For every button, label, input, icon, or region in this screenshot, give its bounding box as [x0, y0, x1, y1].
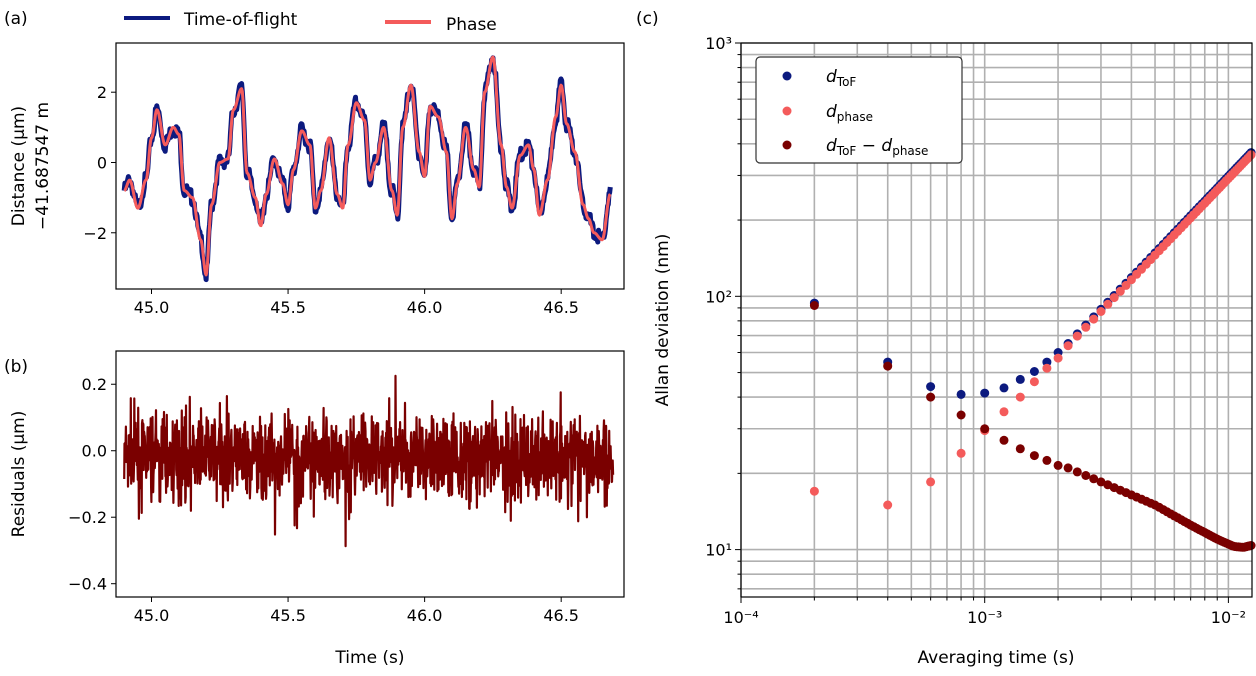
- b-ytick-label: 0.2: [82, 375, 107, 394]
- c-xtick-label: 10⁻⁴: [723, 608, 758, 627]
- a-xtick-label: 45.5: [270, 298, 306, 317]
- c-point-phase: [1246, 150, 1256, 160]
- c-legend-diff-sub2: phase: [892, 144, 928, 158]
- c-point-tof: [956, 389, 966, 399]
- c-legend: dToF dphase dToF − dphase: [755, 56, 963, 164]
- c-xtick-label: 10⁻²: [1211, 608, 1246, 627]
- c-legend-diff-main1: d: [826, 136, 837, 156]
- c-ytick-label: 10²: [705, 287, 732, 306]
- b-xtick-label: 45.5: [270, 606, 306, 625]
- c-point-diff: [999, 435, 1009, 445]
- c-point-phase: [956, 448, 966, 458]
- c-point-phase: [883, 500, 893, 510]
- c-point-phase: [999, 407, 1009, 417]
- panel-a-frame: [115, 42, 625, 290]
- c-legend-tof-main: d: [826, 67, 837, 87]
- a-ylabel-1: Distance (μm): [9, 106, 29, 226]
- b-ytick-label: 0.0: [82, 442, 107, 461]
- panel-b-frame: [115, 350, 625, 598]
- c-point-phase: [1096, 307, 1106, 316]
- c-point-diff: [1029, 451, 1039, 461]
- c-point-tof: [1029, 367, 1039, 376]
- c-ylabel: Allan deviation (nm): [653, 234, 673, 407]
- c-legend-diff-main2: d: [881, 136, 892, 156]
- c-legend-diff-op: −: [856, 136, 881, 156]
- b-xtick-label: 45.0: [134, 606, 170, 625]
- a-xtick-label: 45.0: [134, 298, 170, 317]
- a-xtick-label: 46.0: [407, 298, 443, 317]
- c-point-phase: [1089, 314, 1099, 324]
- a-ytick-label: −2: [83, 224, 107, 243]
- legend-phase-label: Phase: [446, 15, 497, 35]
- c-point-phase: [1103, 299, 1113, 309]
- c-point-tof: [1015, 374, 1025, 384]
- legend-tof-label: Time-of-flight: [183, 10, 298, 30]
- c-legend-box: [755, 56, 963, 164]
- c-legend-phase-sub: phase: [837, 110, 873, 124]
- c-ytick-label: 10¹: [705, 541, 732, 560]
- b-series-residuals: [123, 374, 615, 548]
- b-ytick-label: −0.2: [68, 508, 107, 527]
- panel-c: 10⁻⁴ 10⁻³ 10⁻² 10¹ 10² 10³ Allan deviation (n…: [653, 34, 1256, 668]
- a-ytick-label: 0: [97, 153, 107, 172]
- c-point-phase: [1015, 392, 1025, 402]
- c-point-diff: [1015, 444, 1025, 454]
- panel-label-a: (a): [4, 9, 28, 29]
- b-xtick-label: 46.5: [543, 606, 579, 625]
- c-xlabel: Averaging time (s): [918, 648, 1075, 668]
- c-point-diff: [1081, 471, 1091, 480]
- panel-label-b: (b): [4, 357, 28, 377]
- panel-label-c: (c): [636, 9, 659, 29]
- a-xtick-label: 46.5: [543, 298, 579, 317]
- b-ylabel: Residuals (μm): [9, 411, 29, 538]
- c-point-diff: [956, 410, 966, 420]
- c-ytick-label: 10³: [705, 34, 732, 53]
- c-point-diff: [1246, 541, 1256, 550]
- c-point-phase: [1081, 322, 1091, 332]
- c-point-phase: [1109, 293, 1119, 303]
- c-point-diff: [980, 424, 990, 434]
- c-point-phase: [1115, 286, 1125, 296]
- c-legend-phase-label: dphase: [826, 102, 873, 124]
- c-legend-phase-marker: [782, 106, 792, 116]
- c-point-tof: [926, 382, 936, 392]
- c-legend-tof-label: dToF: [826, 67, 856, 89]
- a-ytick-label: 2: [97, 83, 107, 102]
- b-xtick-label: 46.0: [407, 606, 443, 625]
- panel-c-frame: [740, 42, 1253, 598]
- c-point-diff: [1072, 467, 1082, 477]
- b-ytick-label: −0.4: [68, 575, 107, 594]
- b-xlabel: Time (s): [334, 648, 404, 668]
- a-ylabel-2: −41.687547 m: [33, 102, 53, 230]
- c-legend-diff-sub1: ToF: [836, 144, 857, 158]
- c-point-tof: [980, 388, 990, 398]
- c-legend-tof-marker: [782, 71, 792, 81]
- c-point-tof: [999, 383, 1009, 393]
- a-series-phase: [123, 55, 612, 277]
- c-point-phase: [809, 486, 819, 496]
- c-legend-tof-sub: ToF: [836, 75, 857, 89]
- c-point-diff: [1053, 460, 1063, 470]
- panel-b: 45.0 45.5 46.0 46.5 0.2 0.0 −0.2 −0.4 Residuals…: [9, 350, 625, 668]
- c-point-phase: [1121, 280, 1131, 290]
- c-legend-diff-marker: [782, 140, 792, 150]
- c-point-phase: [1042, 363, 1052, 373]
- c-xtick-label: 10⁻³: [967, 608, 1002, 627]
- c-point-phase: [926, 477, 936, 487]
- c-point-diff: [1089, 474, 1099, 484]
- c-point-diff: [883, 361, 893, 371]
- c-legend-phase-main: d: [826, 102, 837, 122]
- c-point-phase: [1063, 341, 1073, 351]
- c-point-phase: [1053, 353, 1063, 363]
- c-point-diff: [926, 392, 936, 402]
- panel-a: 45.0 45.5 46.0 46.5 2 0 −2 Distance (μm) −41.6…: [9, 42, 625, 317]
- c-point-phase: [1029, 377, 1039, 387]
- c-point-diff: [1042, 455, 1052, 465]
- c-point-diff: [1096, 477, 1106, 487]
- c-point-diff: [1063, 463, 1073, 473]
- c-point-diff: [809, 301, 819, 310]
- c-legend-diff-label: dToF − dphase: [826, 136, 928, 158]
- c-point-phase: [1072, 331, 1082, 341]
